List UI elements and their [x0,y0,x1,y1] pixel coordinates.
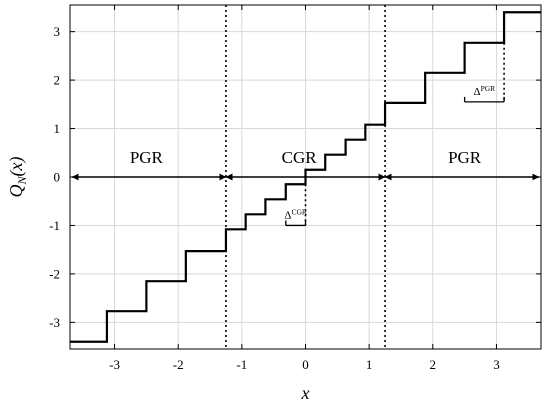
y-tick-label: 2 [54,73,61,88]
tick-layer: -3 -2 -1 0 1 2 3 -3 -2 -1 0 1 2 3 [49,5,541,372]
y-label-arg: (x) [6,157,27,177]
delta-symbol: Δ [474,86,481,98]
quantizer-step-line [70,11,541,343]
y-label-subscript: N [15,176,29,186]
region-label: CGR [282,148,318,167]
y-tick-label: 1 [54,121,61,136]
y-tick-label: 0 [54,170,61,185]
region-arrows: PGR CGR PGR [71,148,540,181]
delta-superscript: CGR [291,207,306,216]
x-tick-label: -1 [236,357,247,372]
y-axis-label: QN(x) [6,157,29,198]
x-tick-label: 0 [302,357,309,372]
region-label: PGR [448,148,482,167]
delta-symbol: Δ [284,209,291,221]
x-tick-label: -3 [109,357,120,372]
delta-superscript: PGR [481,84,496,93]
y-tick-label: -3 [49,315,60,330]
y-tick-label: 3 [54,24,61,39]
delta-label: ΔCGR [284,207,307,221]
y-tick-label: -1 [49,218,60,233]
delta-label: ΔPGR [474,84,496,98]
x-axis-label: x [301,383,310,403]
y-tick-label: -2 [49,266,60,281]
x-tick-label: 3 [493,357,500,372]
x-tick-label: 2 [430,357,437,372]
series-layer [70,11,541,343]
region-label: PGR [130,148,164,167]
x-tick-label: 1 [366,357,373,372]
x-tick-label: -2 [173,357,184,372]
y-label-main: Q [6,185,26,198]
